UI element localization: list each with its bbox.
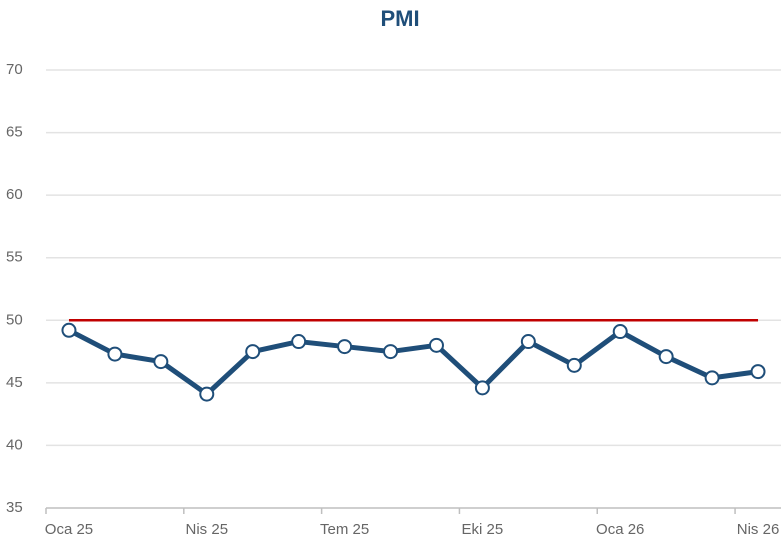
- x-tick-label: Oca 25: [45, 521, 93, 538]
- x-tick-label: Nis 26: [737, 521, 780, 538]
- data-point: [428, 337, 444, 353]
- data-point: [337, 339, 353, 355]
- data-point: [153, 354, 169, 370]
- y-tick-label: 70: [6, 61, 23, 78]
- data-point: [107, 346, 123, 362]
- data-point: [474, 380, 490, 396]
- y-tick-label: 60: [6, 186, 23, 203]
- data-point: [61, 322, 77, 338]
- y-tick-label: 55: [6, 249, 23, 266]
- data-point: [291, 334, 307, 350]
- data-point: [750, 364, 766, 380]
- y-tick-label: 40: [6, 436, 23, 453]
- data-point: [566, 357, 582, 373]
- data-point: [520, 334, 536, 350]
- data-point: [658, 349, 674, 365]
- x-tick-label: Oca 26: [596, 521, 644, 538]
- data-point: [704, 370, 720, 386]
- data-point: [245, 344, 261, 360]
- data-point: [199, 386, 215, 402]
- y-tick-label: 35: [6, 499, 23, 516]
- data-point: [612, 324, 628, 340]
- data-point: [383, 344, 399, 360]
- y-tick-label: 65: [6, 124, 23, 141]
- chart-title: PMI: [380, 6, 419, 31]
- x-tick-label: Eki 25: [462, 521, 504, 538]
- y-tick-label: 50: [6, 311, 23, 328]
- x-tick-label: Nis 25: [186, 521, 229, 538]
- data-line: [67, 328, 759, 397]
- y-tick-label: 45: [6, 374, 23, 391]
- x-tick-label: Tem 25: [320, 521, 369, 538]
